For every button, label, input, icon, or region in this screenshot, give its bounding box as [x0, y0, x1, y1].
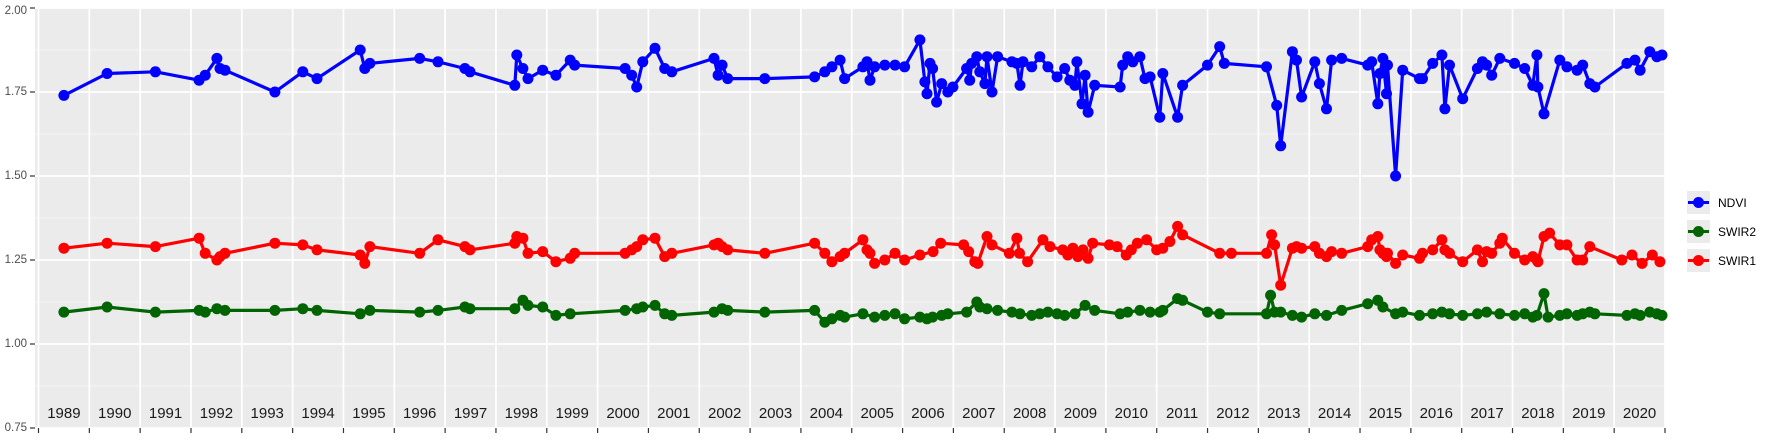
legend: NDVI SWIR2 SWIR1: [1687, 189, 1756, 274]
svg-text:2017: 2017: [1470, 405, 1503, 422]
legend-item-swir2: SWIR2: [1687, 218, 1756, 245]
svg-text:1998: 1998: [505, 405, 538, 422]
svg-text:2018: 2018: [1521, 405, 1554, 422]
svg-text:1.75: 1.75: [5, 86, 27, 98]
legend-item-swir1: SWIR1: [1687, 247, 1756, 274]
svg-text:1992: 1992: [200, 405, 233, 422]
ndvi-marker-icon: [1687, 191, 1710, 214]
legend-label-swir1: SWIR1: [1718, 253, 1757, 268]
svg-text:2010: 2010: [1115, 405, 1148, 422]
svg-text:2013: 2013: [1267, 405, 1300, 422]
swir1-marker-icon: [1687, 249, 1710, 272]
svg-text:1990: 1990: [98, 405, 131, 422]
svg-text:2015: 2015: [1369, 405, 1402, 422]
swir2-marker-icon: [1687, 220, 1710, 243]
svg-text:1.25: 1.25: [5, 254, 27, 266]
legend-label-ndvi: NDVI: [1718, 195, 1747, 210]
svg-text:2007: 2007: [962, 405, 995, 422]
svg-text:1997: 1997: [454, 405, 487, 422]
svg-text:1993: 1993: [251, 405, 284, 422]
svg-text:1995: 1995: [352, 405, 385, 422]
svg-text:2000: 2000: [606, 405, 639, 422]
svg-text:2016: 2016: [1420, 405, 1453, 422]
svg-text:2009: 2009: [1064, 405, 1097, 422]
svg-text:1989: 1989: [47, 405, 80, 422]
legend-item-ndvi: NDVI: [1687, 189, 1756, 216]
svg-text:0.75: 0.75: [5, 422, 27, 434]
svg-text:1991: 1991: [149, 405, 182, 422]
svg-text:2005: 2005: [860, 405, 893, 422]
legend-label-swir2: SWIR2: [1718, 224, 1757, 239]
svg-text:2019: 2019: [1572, 405, 1605, 422]
svg-text:1.50: 1.50: [5, 170, 27, 182]
svg-text:2011: 2011: [1166, 405, 1198, 422]
svg-text:1.00: 1.00: [5, 338, 27, 350]
svg-text:2008: 2008: [1013, 405, 1046, 422]
svg-text:2003: 2003: [759, 405, 792, 422]
svg-text:2012: 2012: [1216, 405, 1249, 422]
svg-text:1994: 1994: [301, 405, 334, 422]
svg-text:1996: 1996: [403, 405, 436, 422]
svg-text:2002: 2002: [708, 405, 741, 422]
svg-text:1999: 1999: [556, 405, 589, 422]
svg-text:2020: 2020: [1623, 405, 1656, 422]
svg-text:2.00: 2.00: [5, 5, 27, 17]
svg-text:2001: 2001: [657, 405, 690, 422]
svg-text:2006: 2006: [911, 405, 944, 422]
svg-text:2004: 2004: [810, 405, 843, 422]
svg-text:2014: 2014: [1318, 405, 1351, 422]
